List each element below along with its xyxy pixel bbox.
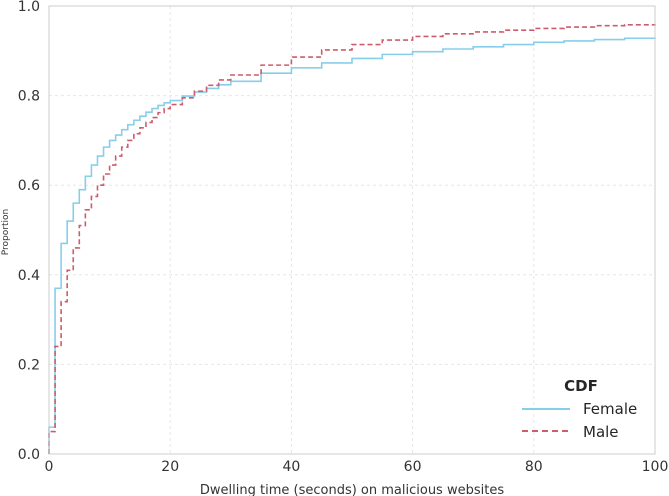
series-layer xyxy=(48,23,656,454)
legend-label-female: Female xyxy=(583,400,637,418)
y-tick-label: 1.0 xyxy=(18,0,40,15)
x-tick-label: 60 xyxy=(404,459,422,475)
series-line-female xyxy=(48,37,656,454)
y-tick-label: 0.8 xyxy=(18,89,40,105)
x-tick-label: 100 xyxy=(642,459,669,475)
legend-label-male: Male xyxy=(583,423,619,441)
plot-frame xyxy=(48,5,656,455)
y-tick-label: 0.2 xyxy=(18,357,40,373)
y-axis-label: Proportion xyxy=(1,209,11,255)
y-tick-labels: 0.0 0.2 0.4 0.6 0.8 1.0 xyxy=(18,0,40,463)
x-tick-label: 80 xyxy=(525,459,543,475)
x-tick-label: 40 xyxy=(282,459,300,475)
y-tick-label: 0.4 xyxy=(18,268,40,284)
y-tick-label: 0.6 xyxy=(18,178,40,194)
x-tick-labels: 0 20 40 60 80 100 xyxy=(45,459,669,475)
series-line-male xyxy=(48,23,656,454)
x-tick-label: 0 xyxy=(45,459,54,475)
x-tick-label: 20 xyxy=(161,459,179,475)
y-tick-label: 0.0 xyxy=(18,447,40,463)
legend: CDF Female Male xyxy=(522,377,637,441)
legend-title: CDF xyxy=(564,377,598,395)
x-axis-label: Dwelling time (seconds) on malicious web… xyxy=(200,483,504,496)
